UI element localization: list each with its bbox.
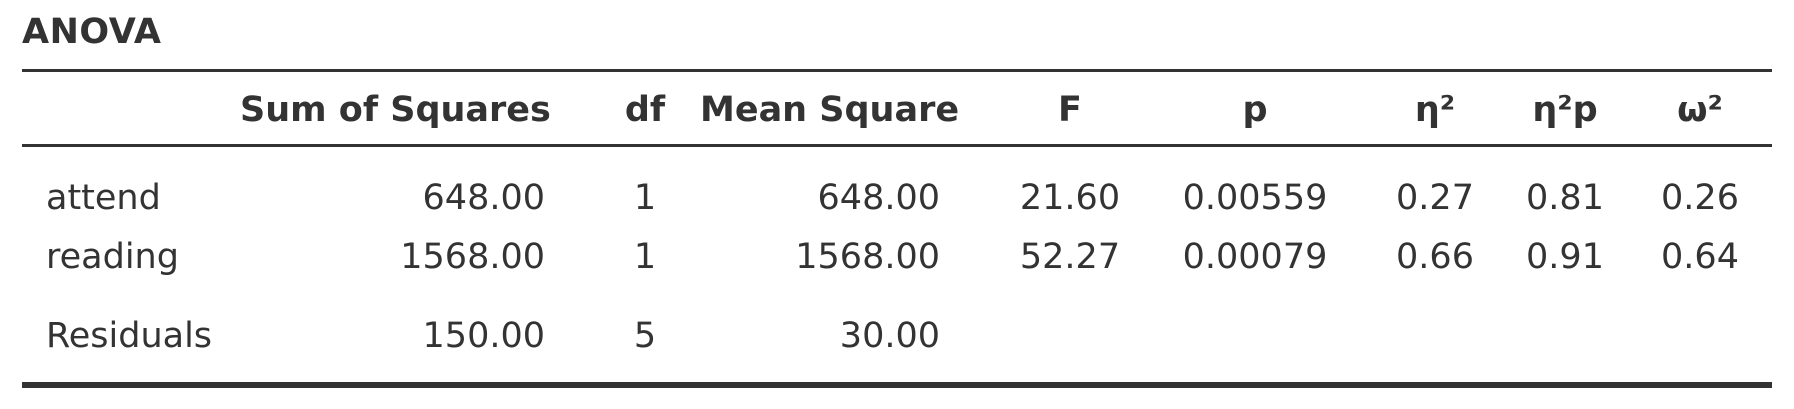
row-attend-omega-squared: 0.26 [1661,178,1739,218]
table-top-rule [22,69,1772,72]
table-title: ANOVA [22,12,162,52]
row-reading-eta-squared: 0.66 [1396,237,1474,277]
row-reading-partial-eta-squared: 0.91 [1526,237,1604,277]
table-header-rule [22,144,1772,147]
row-residuals-term: Residuals [46,316,213,356]
row-attend-term: attend [46,178,161,218]
row-residuals-mean-square: 30.00 [839,316,940,356]
row-attend-mean-square: 648.00 [817,178,940,218]
header-sum-of-squares: Sum of Squares [240,90,551,130]
header-f: F [1058,90,1082,130]
row-reading-sum-of-squares: 1568.00 [400,237,545,277]
row-reading-p: 0.00079 [1182,237,1328,277]
row-attend-df: 1 [633,178,657,218]
row-attend-partial-eta-squared: 0.81 [1526,178,1604,218]
row-residuals-sum-of-squares: 150.00 [422,316,545,356]
header-mean-square: Mean Square [700,90,960,130]
row-reading-mean-square: 1568.00 [795,237,940,277]
row-attend-eta-squared: 0.27 [1396,178,1474,218]
row-residuals-df: 5 [633,316,657,356]
header-eta-squared: η² [1414,90,1456,130]
table-bottom-rule [22,382,1772,388]
row-attend-sum-of-squares: 648.00 [422,178,545,218]
row-reading-f: 52.27 [1019,237,1121,277]
row-attend-f: 21.60 [1019,178,1121,218]
header-partial-eta-squared: η²p [1532,90,1598,130]
header-omega-squared: ω² [1677,90,1723,130]
row-reading-term: reading [46,237,179,277]
row-reading-df: 1 [633,237,657,277]
row-attend-p: 0.00559 [1182,178,1328,218]
row-reading-omega-squared: 0.64 [1661,237,1739,277]
header-df: df [624,90,666,130]
header-p: p [1242,90,1268,130]
